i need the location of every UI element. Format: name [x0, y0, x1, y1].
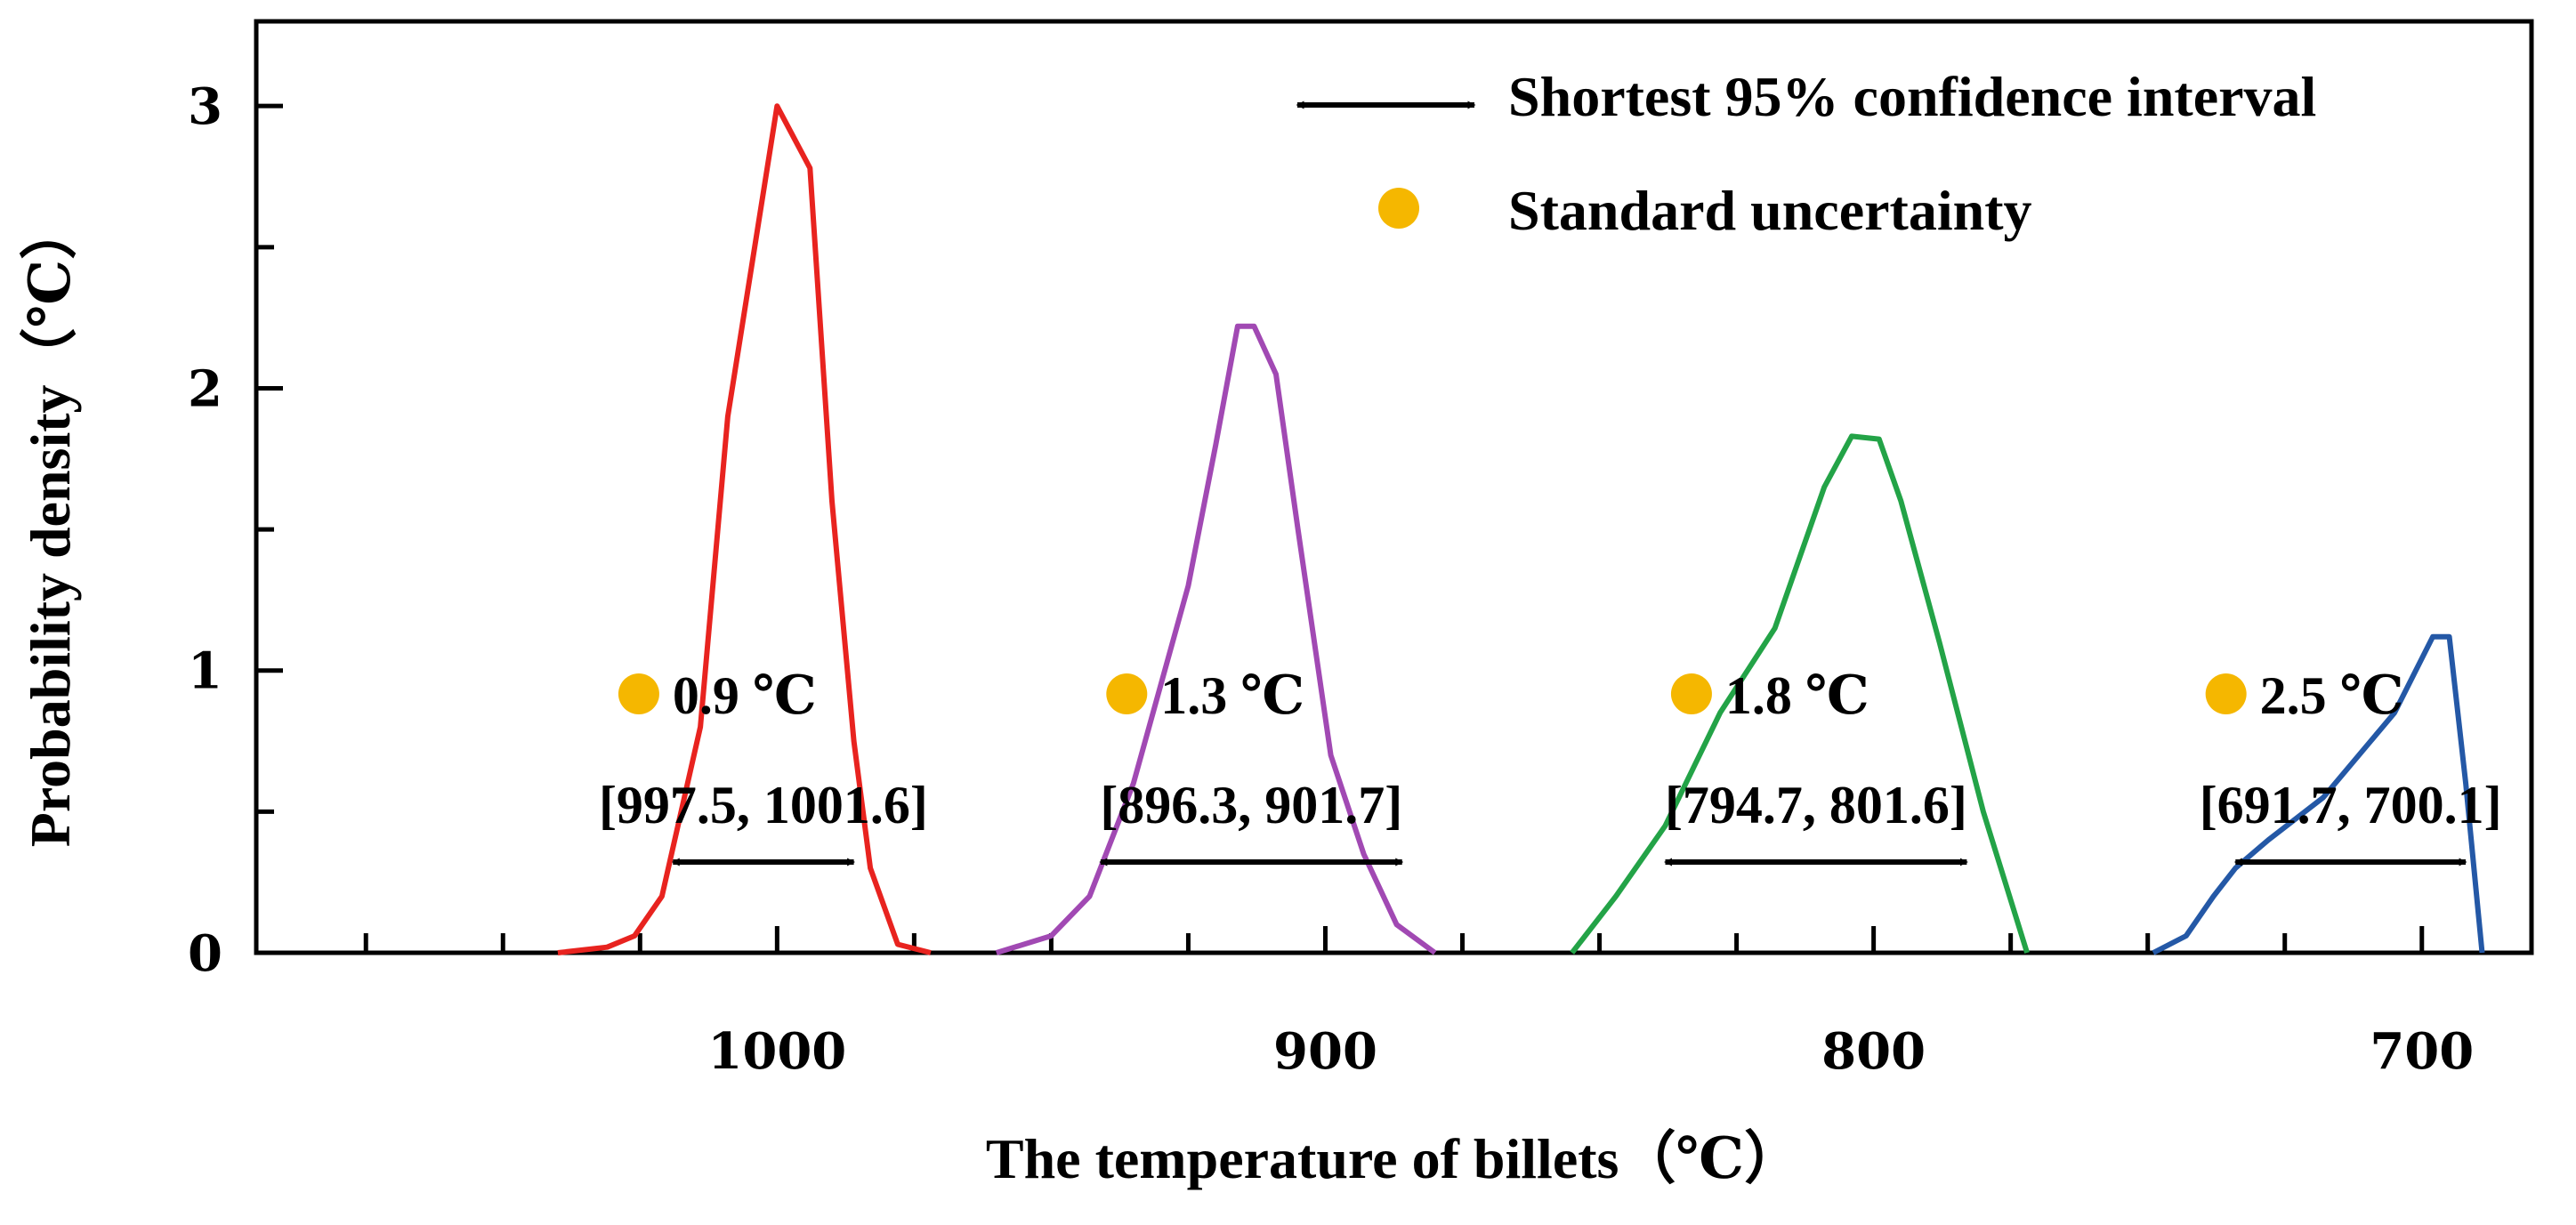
legend-uncertainty-marker — [1378, 188, 1419, 229]
interval-label-1000: [997.5, 1001.6] — [599, 776, 928, 834]
uncertainty-value-900: 1.3 ℃ — [1160, 666, 1304, 725]
uncertainty-marker-800 — [1670, 673, 1712, 714]
uncertainty-value-1000: 0.9 ℃ — [673, 666, 817, 725]
plot-frame — [254, 19, 2534, 955]
legend-interval-label: Shortest 95% confidence interval — [1508, 65, 2316, 128]
interval-label-700: [691.7, 700.1] — [2200, 776, 2502, 834]
x-tick-label: 700 — [2370, 1022, 2474, 1081]
uncertainty-marker-900 — [1106, 673, 1148, 714]
y-tick-label: 1 — [188, 642, 222, 701]
y-tick-label: 0 — [188, 924, 222, 983]
y-axis-title: Probability density（℃） — [19, 203, 82, 847]
legend-uncertainty-label: Standard uncertainty — [1508, 179, 2032, 242]
uncertainty-marker-1000 — [618, 673, 659, 714]
legend: Shortest 95% confidence interval Standar… — [1296, 65, 2316, 242]
y-tick-label: 3 — [188, 77, 222, 136]
uncertainty-value-700: 2.5 ℃ — [2260, 666, 2404, 725]
x-axis-title: The temperature of billets（℃） — [986, 1127, 1801, 1190]
x-tick-label: 900 — [1273, 1022, 1377, 1081]
series-line-800 — [1570, 433, 2030, 955]
x-tick-label: 1000 — [707, 1022, 846, 1081]
interval-label-800: [794.7, 801.6] — [1665, 776, 1967, 834]
x-tick-label: 800 — [1821, 1022, 1926, 1081]
interval-label-900: [896.3, 901.7] — [1100, 776, 1402, 834]
uncertainty-marker-700 — [2205, 673, 2247, 714]
series-line-700 — [2152, 633, 2485, 955]
series-layer — [557, 103, 2485, 955]
annotation-layer: 0.9 ℃ [997.5, 1001.6] 1.3 ℃ [896.3, 901.7] 1… — [599, 666, 2502, 866]
uncertainty-value-800: 1.8 ℃ — [1725, 666, 1869, 725]
y-tick-label: 2 — [188, 359, 222, 418]
series-line-1000 — [557, 103, 932, 955]
axis-ticks: 0 1 2 3 1000 900 800 700 — [188, 77, 2474, 1081]
series-line-900 — [995, 323, 1437, 955]
